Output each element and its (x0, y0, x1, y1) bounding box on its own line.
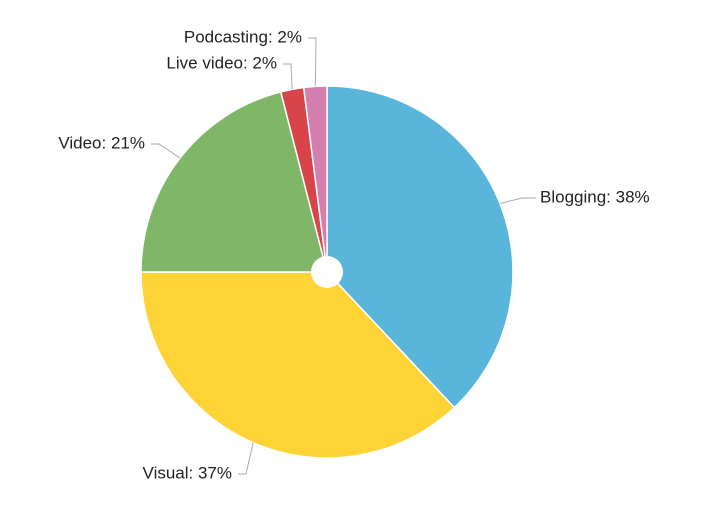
data-label: Blogging: 38% (540, 187, 650, 206)
center-hole (311, 256, 343, 288)
data-label: Podcasting: 2% (184, 27, 302, 46)
pie-slice (140, 271, 456, 459)
data-label: Visual: 37% (143, 463, 232, 482)
data-label: Video: 21% (58, 133, 145, 152)
leader-line (151, 143, 181, 159)
leader-line (283, 63, 293, 90)
data-label: Live video: 2% (166, 53, 277, 72)
leader-line (308, 37, 317, 87)
pie-slice (302, 85, 328, 273)
leader-line (499, 197, 536, 205)
pie-slice (140, 90, 328, 273)
leader-line (238, 442, 254, 475)
